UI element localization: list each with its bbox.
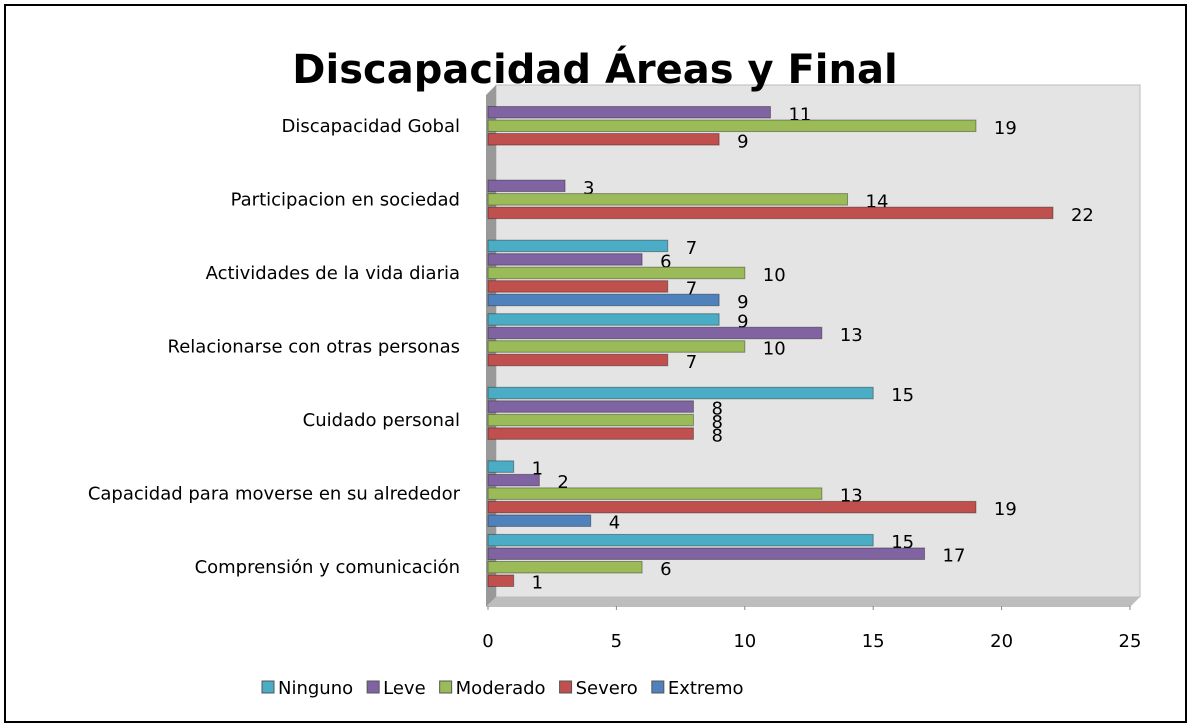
- data-label: 10: [763, 265, 786, 286]
- bar: [487, 280, 669, 293]
- bar: [487, 487, 823, 500]
- data-label: 17: [943, 546, 966, 567]
- data-label: 13: [840, 325, 863, 346]
- bar: [487, 514, 592, 527]
- bar: [487, 400, 694, 413]
- legend-swatch: [439, 680, 453, 694]
- bar: [487, 119, 977, 133]
- bar: [487, 413, 694, 427]
- data-label: 15: [891, 532, 914, 553]
- bar: [487, 353, 669, 367]
- x-tick-label: 15: [862, 631, 885, 652]
- y-tick-label: Comprensión y comunicación: [195, 557, 460, 578]
- data-label: 3: [583, 178, 594, 199]
- bar: [487, 460, 515, 473]
- x-tick-label: 0: [482, 631, 493, 652]
- bar: [487, 560, 643, 574]
- bar: [487, 106, 771, 119]
- legend-label: Severo: [576, 678, 638, 699]
- x-tick-label: 20: [990, 631, 1013, 652]
- data-label: 9: [737, 292, 748, 313]
- data-label: 1: [532, 459, 543, 480]
- data-label: 1: [532, 573, 543, 594]
- bar: [487, 386, 874, 400]
- bar: [487, 427, 694, 440]
- bar: [487, 179, 566, 193]
- data-label: 4: [609, 513, 620, 534]
- data-label: 6: [660, 559, 671, 580]
- y-tick-label: Capacidad para moverse en su alrededor: [88, 484, 461, 505]
- bar: [487, 293, 720, 307]
- data-label: 9: [737, 311, 748, 332]
- legend-label: Extremo: [668, 678, 744, 699]
- data-label: 8: [711, 399, 722, 420]
- chart-title: Discapacidad Áreas y Final: [292, 45, 897, 93]
- legend-label: Leve: [383, 678, 426, 699]
- legend-label: Ninguno: [278, 678, 353, 699]
- bar: [487, 574, 515, 587]
- data-label: 10: [763, 339, 786, 360]
- legend-swatch: [559, 680, 573, 694]
- bar: [487, 133, 720, 146]
- bar: [487, 547, 926, 560]
- bar: [487, 193, 849, 206]
- floor: [486, 597, 1140, 607]
- x-tick-label: 10: [733, 631, 756, 652]
- data-label: 8: [711, 426, 722, 447]
- bar: [487, 500, 977, 514]
- legend-swatch: [366, 680, 380, 694]
- data-label: 6: [660, 251, 671, 272]
- data-label: 8: [711, 412, 722, 433]
- legend-swatch: [261, 680, 275, 694]
- data-label: 14: [866, 191, 889, 212]
- data-label: 2: [557, 472, 568, 493]
- bar: [487, 533, 874, 547]
- data-label: 13: [840, 486, 863, 507]
- y-tick-label: Discapacidad Gobal: [281, 116, 460, 137]
- legend-label: Moderado: [456, 678, 546, 699]
- data-label: 9: [737, 131, 748, 152]
- y-tick-label: Actividades de la vida diaria: [206, 263, 460, 284]
- data-label: 7: [686, 278, 697, 299]
- bar: [487, 313, 720, 326]
- data-label: 19: [994, 499, 1017, 520]
- bar: [487, 206, 1054, 220]
- bar: [487, 239, 669, 253]
- x-tick-label: 5: [611, 631, 622, 652]
- y-tick-label: Relacionarse con otras personas: [168, 337, 460, 358]
- bar: [487, 253, 643, 266]
- legend-swatch: [651, 680, 665, 694]
- y-tick-label: Cuidado personal: [303, 410, 460, 431]
- x-tick-label: 25: [1119, 631, 1142, 652]
- bar: [487, 473, 540, 487]
- data-label: 11: [788, 104, 811, 125]
- y-tick-label: Participacion en sociedad: [231, 189, 460, 210]
- data-label: 19: [994, 118, 1017, 139]
- data-label: 22: [1071, 205, 1094, 226]
- bar: [487, 340, 746, 353]
- data-label: 7: [686, 238, 697, 259]
- data-label: 15: [891, 385, 914, 406]
- bar: [487, 266, 746, 280]
- data-label: 7: [686, 352, 697, 373]
- bar: [487, 326, 823, 340]
